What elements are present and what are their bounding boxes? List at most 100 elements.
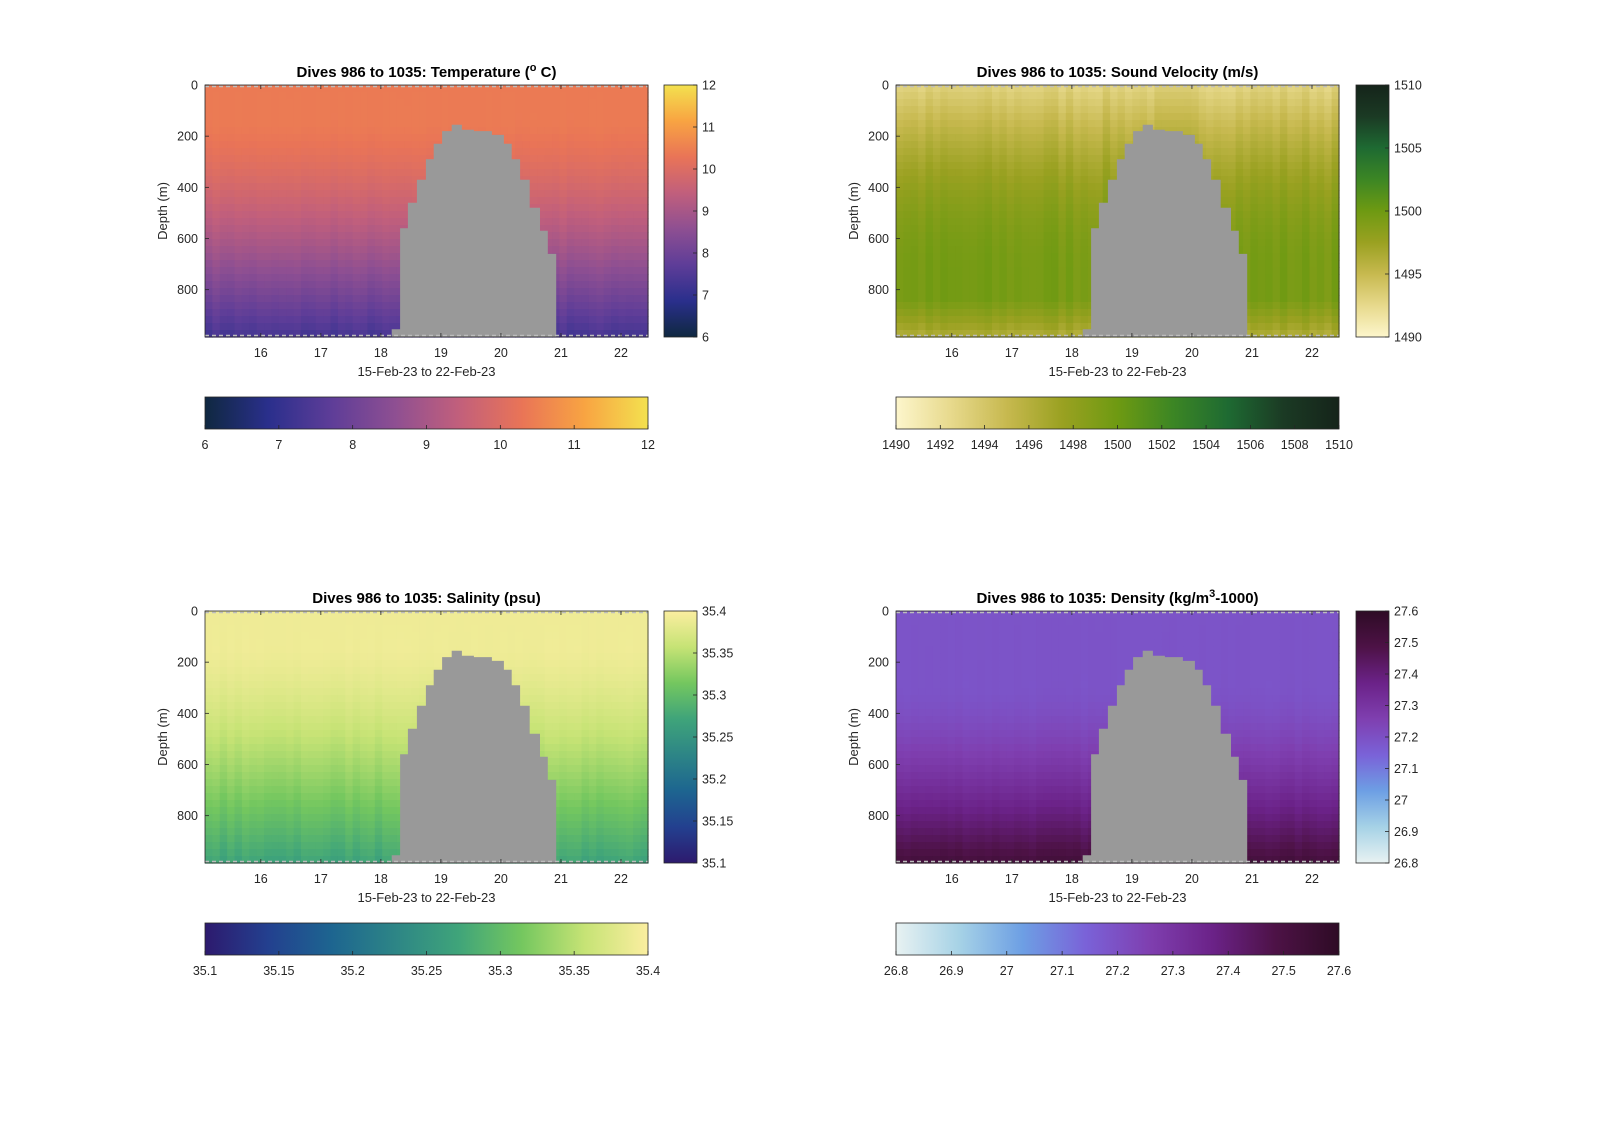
heatmap-cell <box>271 856 280 864</box>
heatmap-cell <box>271 772 280 780</box>
heatmap-cell <box>227 702 236 710</box>
heatmap-cell <box>1058 211 1067 219</box>
heatmap-cell <box>286 674 295 682</box>
heatmap-cell <box>999 274 1008 282</box>
heatmap-cell <box>1021 85 1030 93</box>
heatmap-cell <box>234 821 243 829</box>
heatmap-cell <box>219 330 228 338</box>
heatmap-cell <box>1132 92 1141 100</box>
heatmap-cell <box>1051 295 1060 303</box>
heatmap-cell <box>903 260 912 268</box>
heatmap-cell <box>293 127 302 135</box>
heatmap-cell <box>559 92 568 100</box>
heatmap-cell <box>396 85 405 93</box>
heatmap-cell <box>1036 302 1045 310</box>
heatmap-cell <box>264 141 273 149</box>
heatmap-cell <box>955 204 964 212</box>
heatmap-cell <box>212 155 221 163</box>
heatmap-cell <box>249 197 258 205</box>
heatmap-cell <box>1051 106 1060 114</box>
heatmap-cell <box>1043 211 1052 219</box>
horizontal-colorbar <box>895 396 1340 430</box>
heatmap-cell <box>308 744 317 752</box>
heatmap-cell <box>1257 323 1266 331</box>
heatmap-cell <box>264 702 273 710</box>
heatmap-cell <box>1294 134 1303 142</box>
heatmap-cell <box>603 85 612 93</box>
heatmap-cell <box>1324 260 1333 268</box>
heatmap-cell <box>588 85 597 93</box>
heatmap-cell <box>234 232 243 240</box>
heatmap-cell <box>463 106 472 114</box>
heatmap-cell <box>559 148 568 156</box>
heatmap-cell <box>544 141 553 149</box>
heatmap-cell <box>962 330 971 338</box>
heatmap-cell <box>1051 288 1060 296</box>
heatmap-cell <box>219 674 228 682</box>
heatmap-cell <box>1228 106 1237 114</box>
heatmap-cell <box>241 758 250 766</box>
heatmap-cell <box>918 288 927 296</box>
heatmap-cell <box>293 162 302 170</box>
heatmap-cell <box>1014 281 1023 289</box>
heatmap-cell <box>1095 120 1104 128</box>
heatmap-cell <box>286 246 295 254</box>
heatmap-cell <box>227 681 236 689</box>
heatmap-cell <box>588 323 597 331</box>
heatmap-cell <box>448 85 457 93</box>
heatmap-cell <box>918 316 927 324</box>
heatmap-cell <box>1220 155 1229 163</box>
heatmap-cell <box>962 197 971 205</box>
heatmap-cell <box>1316 225 1325 233</box>
heatmap-cell <box>382 281 391 289</box>
heatmap-cell <box>1272 225 1281 233</box>
heatmap-cell <box>293 639 302 647</box>
heatmap-cell <box>940 127 949 135</box>
heatmap-cell <box>241 814 250 822</box>
heatmap-cell <box>271 723 280 731</box>
heatmap-cell <box>896 260 904 268</box>
heatmap-cell <box>947 316 956 324</box>
heatmap-cell <box>367 253 376 261</box>
heatmap-cell <box>603 246 612 254</box>
heatmap-cell <box>249 716 258 724</box>
heatmap-cell <box>640 127 649 135</box>
heatmap-cell <box>271 267 280 275</box>
heatmap-cell <box>219 828 228 836</box>
heatmap-cell <box>1257 316 1266 324</box>
heatmap-cell <box>1058 260 1067 268</box>
heatmap-cell <box>271 674 280 682</box>
heatmap-cell <box>271 758 280 766</box>
heatmap-cell <box>293 260 302 268</box>
heatmap-cell <box>910 274 919 282</box>
heatmap-cell <box>278 744 287 752</box>
heatmap-cell <box>618 141 627 149</box>
heatmap-cell <box>264 190 273 198</box>
heatmap-cell <box>1272 197 1281 205</box>
heatmap-cell <box>330 85 339 93</box>
heatmap-cell <box>212 134 221 142</box>
heatmap-cell <box>1213 92 1222 100</box>
heatmap-cell <box>360 218 369 226</box>
heatmap-cell <box>205 106 213 114</box>
heatmap-cell <box>293 723 302 731</box>
heatmap-cell <box>529 176 538 184</box>
heatmap-cell <box>227 204 236 212</box>
heatmap-cell <box>271 330 280 338</box>
heatmap-cell <box>1176 85 1185 93</box>
heatmap-cell <box>940 141 949 149</box>
heatmap-cell <box>925 155 934 163</box>
heatmap-cell <box>234 793 243 801</box>
heatmap-cell <box>463 120 472 128</box>
heatmap-cell <box>360 211 369 219</box>
heatmap-cell <box>1051 162 1060 170</box>
heatmap-cell <box>219 246 228 254</box>
heatmap-cell <box>969 246 978 254</box>
heatmap-cell <box>212 183 221 191</box>
heatmap-cell <box>1043 330 1052 338</box>
heatmap-cell <box>1006 281 1015 289</box>
heatmap-cell <box>256 793 265 801</box>
heatmap-cell <box>1294 127 1303 135</box>
heatmap-cell <box>249 758 258 766</box>
heatmap-cell <box>227 716 236 724</box>
